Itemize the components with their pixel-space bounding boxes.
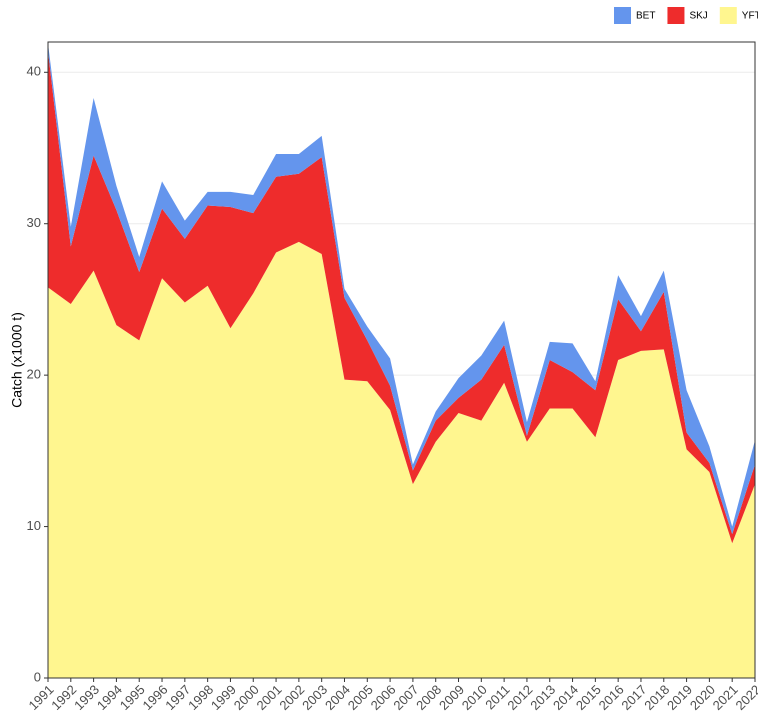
legend-swatch <box>667 7 685 24</box>
x-tick-label: 2011 <box>482 682 512 712</box>
legend-label: YFT <box>742 11 758 22</box>
y-tick-label: 40 <box>27 64 41 79</box>
legend-label: SKJ <box>689 11 707 22</box>
x-tick-label: 2022 <box>732 682 758 713</box>
legend-label: BET <box>636 11 655 22</box>
y-tick-label: 20 <box>27 367 41 382</box>
plot-border <box>47 41 756 679</box>
legend-swatch <box>719 7 737 24</box>
area <box>48 51 755 544</box>
y-tick-label: 10 <box>27 518 41 533</box>
area <box>48 241 755 678</box>
y-axis-label: Catch (x1000 t) <box>9 312 25 408</box>
y-tick-label: 0 <box>34 669 41 684</box>
y-tick-label: 30 <box>27 215 41 230</box>
legend-swatch <box>614 7 631 24</box>
